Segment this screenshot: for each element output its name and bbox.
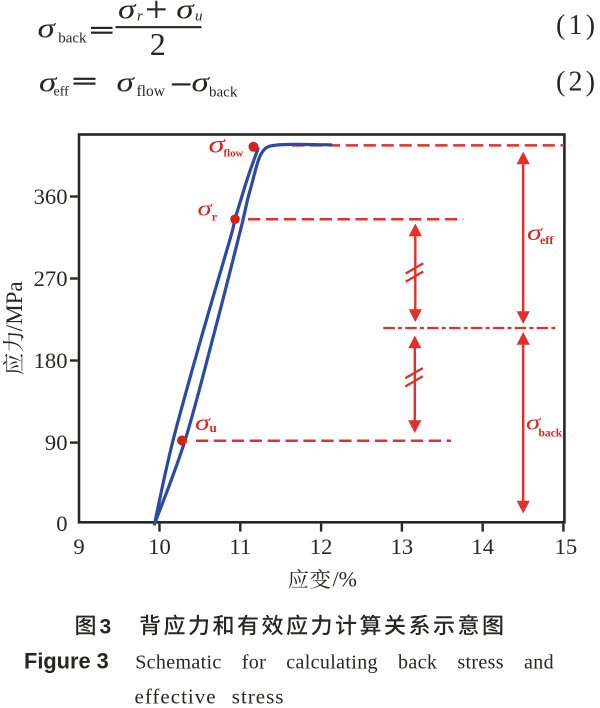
svg-text:12: 12: [310, 534, 333, 559]
svg-text:u: u: [210, 420, 217, 435]
svg-text:back: back: [58, 30, 87, 46]
svg-text:eff: eff: [540, 233, 554, 247]
svg-text:flow: flow: [224, 148, 244, 160]
svg-text:σ: σ: [198, 196, 214, 221]
svg-text:270: 270: [34, 266, 68, 291]
svg-text:2: 2: [150, 26, 166, 62]
svg-text:/MPa: /MPa: [2, 281, 27, 331]
svg-text:15: 15: [555, 534, 578, 559]
svg-text:σ: σ: [209, 131, 227, 159]
svg-text:σ: σ: [195, 409, 211, 435]
svg-text:r: r: [212, 209, 218, 223]
svg-text:back: back: [539, 427, 563, 439]
svg-text:σ: σ: [117, 67, 136, 97]
svg-text:9: 9: [73, 534, 84, 559]
svg-text:14: 14: [471, 534, 494, 559]
svg-text:(2): (2): [556, 67, 598, 98]
svg-text:σ: σ: [192, 67, 211, 97]
svg-text:10: 10: [148, 534, 171, 559]
svg-text:13: 13: [391, 534, 414, 559]
svg-text:11: 11: [229, 534, 251, 559]
svg-text:eff: eff: [54, 85, 70, 100]
svg-text:σ: σ: [38, 13, 57, 43]
svg-text:0: 0: [56, 511, 67, 536]
svg-text:σ: σ: [39, 67, 58, 97]
svg-text:σ: σ: [176, 0, 195, 24]
svg-text:90: 90: [45, 430, 68, 455]
svg-text:σ: σ: [118, 0, 137, 24]
svg-text:Figure 3: Figure 3: [24, 649, 109, 674]
svg-text:360: 360: [34, 184, 68, 209]
svg-text:u: u: [195, 9, 203, 25]
svg-text:σ: σ: [527, 219, 543, 245]
svg-text:r: r: [137, 9, 143, 25]
svg-text:3: 3: [100, 616, 112, 639]
svg-text:(1): (1): [556, 10, 598, 41]
svg-text:effective stress: effective stress: [135, 685, 285, 708]
svg-text:flow: flow: [137, 83, 166, 100]
svg-text:σ: σ: [526, 410, 542, 435]
svg-text:Schematic for calculating back: Schematic for calculating back stress an…: [135, 652, 554, 674]
svg-text:back: back: [209, 85, 238, 101]
svg-text:180: 180: [34, 348, 68, 373]
svg-text:/%: /%: [333, 567, 357, 592]
